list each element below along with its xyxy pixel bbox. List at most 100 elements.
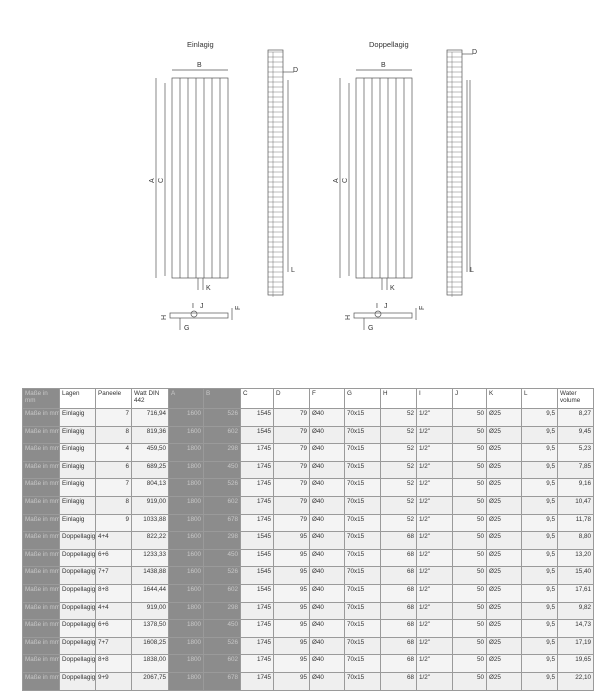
table-cell: 1745 bbox=[240, 478, 274, 497]
table-cell: 50 bbox=[452, 566, 487, 585]
table-cell: 70x15 bbox=[344, 654, 381, 673]
table-cell: Ø40 bbox=[309, 460, 345, 480]
table-cell: Ø25 bbox=[486, 566, 522, 585]
table-cell: 79 bbox=[273, 425, 310, 445]
table-cell: 9,16 bbox=[557, 478, 594, 497]
table-row: Maße in mm Einlagig 6 689,25 1800 450 1745 79 Ø4… bbox=[22, 460, 594, 480]
table-cell: Einlagig bbox=[59, 443, 96, 462]
table-cell: Doppellagig bbox=[59, 531, 96, 550]
table-row: Maße in mm Einlagig 8 819,36 1600 602 1545 79 Ø4… bbox=[22, 425, 594, 445]
table-cell: Ø40 bbox=[309, 566, 345, 585]
table-cell: Ø40 bbox=[309, 513, 345, 533]
table-cell: Ø40 bbox=[309, 531, 345, 550]
table-cell: 79 bbox=[273, 495, 310, 515]
table-cell: 1745 bbox=[240, 671, 274, 691]
radiator-outline bbox=[355, 77, 413, 279]
table-cell: 919,00 bbox=[131, 601, 169, 621]
table-cell: 1745 bbox=[240, 636, 274, 656]
table-cell: 1800 bbox=[168, 478, 204, 497]
table-row: Maße in mm Einlagig 9 1033,88 1800 678 1745 79 Ø… bbox=[22, 513, 594, 533]
table-cell: 6+6 bbox=[95, 548, 132, 568]
table-cell: 9,5 bbox=[521, 460, 558, 480]
table-cell: 70x15 bbox=[344, 619, 381, 638]
table-cell: 70x15 bbox=[344, 425, 381, 445]
table-cell: Maße in mm bbox=[22, 636, 60, 656]
table-cell: Ø40 bbox=[309, 619, 345, 638]
table-cell: 1/2" bbox=[416, 425, 453, 445]
table-cell: 8 bbox=[95, 495, 132, 515]
table-cell: 95 bbox=[273, 531, 310, 550]
table-cell: 9,5 bbox=[521, 513, 558, 533]
dimension-label-f: F bbox=[419, 306, 426, 310]
table-cell: 919,00 bbox=[131, 495, 169, 515]
table-cell: 70x15 bbox=[344, 636, 381, 656]
section-bar bbox=[353, 312, 413, 319]
dimension-label-k: K bbox=[206, 285, 211, 292]
table-cell: Ø25 bbox=[486, 531, 522, 550]
table-cell: Maße in mm bbox=[22, 513, 60, 533]
dimension-label-d: D bbox=[293, 67, 298, 74]
table-row: Maße in mm Einlagig 4 459,50 1800 298 1745 79 Ø4… bbox=[22, 443, 594, 462]
table-cell: Maße in mm bbox=[22, 583, 60, 603]
dimensions-table: Maße in mm Lagen Paneele Watt DIN 442 A B C D F G… bbox=[22, 388, 594, 691]
table-cell: 602 bbox=[203, 654, 241, 673]
table-cell: 79 bbox=[273, 513, 310, 533]
dimension-label-l: L bbox=[470, 267, 474, 274]
table-cell: Maße in mm bbox=[22, 460, 60, 480]
table-cell: 70x15 bbox=[344, 408, 381, 427]
table-cell: 22,10 bbox=[557, 671, 594, 691]
dimension-label-b: B bbox=[381, 62, 386, 69]
table-cell: 7,85 bbox=[557, 460, 594, 480]
table-cell: 1600 bbox=[168, 583, 204, 603]
table-row: Maße in mm Einlagig 7 716,94 1600 526 1545 79 Ø4… bbox=[22, 408, 594, 427]
table-cell: Ø40 bbox=[309, 583, 345, 603]
table-cell: 95 bbox=[273, 636, 310, 656]
table-cell: Ø40 bbox=[309, 671, 345, 691]
table-cell: 68 bbox=[380, 531, 417, 550]
table-cell: 70x15 bbox=[344, 495, 381, 515]
dimension-label-a: A bbox=[149, 178, 156, 183]
dimension-label-g: G bbox=[184, 325, 189, 332]
table-cell: 602 bbox=[203, 425, 241, 445]
table-cell: 52 bbox=[380, 408, 417, 427]
table-cell: Ø40 bbox=[309, 495, 345, 515]
table-cell: 11,78 bbox=[557, 513, 594, 533]
dimension-label-j: J bbox=[200, 303, 204, 310]
table-cell: Ø25 bbox=[486, 460, 522, 480]
table-cell: 95 bbox=[273, 654, 310, 673]
table-cell: Maße in mm bbox=[22, 619, 60, 638]
column-header: Paneele bbox=[95, 388, 132, 409]
table-cell: 70x15 bbox=[344, 443, 381, 462]
table-cell: 68 bbox=[380, 654, 417, 673]
table-cell: 804,13 bbox=[131, 478, 169, 497]
table-cell: 1/2" bbox=[416, 583, 453, 603]
table-cell: 9,5 bbox=[521, 671, 558, 691]
dimension-label-c: C bbox=[158, 178, 165, 183]
pipe-connection bbox=[190, 310, 198, 318]
table-cell: 68 bbox=[380, 636, 417, 656]
table-cell: 689,25 bbox=[131, 460, 169, 480]
table-row: Maße in mm Einlagig 8 919,00 1800 602 1745 79 Ø4… bbox=[22, 495, 594, 515]
table-cell: 450 bbox=[203, 548, 241, 568]
table-cell: 9,82 bbox=[557, 601, 594, 621]
table-cell: Einlagig bbox=[59, 495, 96, 515]
dimension-label-j: J bbox=[384, 303, 388, 310]
table-cell: 52 bbox=[380, 443, 417, 462]
table-cell: 1545 bbox=[240, 408, 274, 427]
table-cell: 1545 bbox=[240, 566, 274, 585]
table-cell: 298 bbox=[203, 531, 241, 550]
table-cell: Maße in mm bbox=[22, 531, 60, 550]
table-cell: 1644,44 bbox=[131, 583, 169, 603]
table-cell: Einlagig bbox=[59, 460, 96, 480]
table-cell: 1/2" bbox=[416, 619, 453, 638]
table-cell: 602 bbox=[203, 495, 241, 515]
table-cell: Ø25 bbox=[486, 443, 522, 462]
table-cell: Einlagig bbox=[59, 478, 96, 497]
table-cell: Ø40 bbox=[309, 425, 345, 445]
table-cell: 70x15 bbox=[344, 601, 381, 621]
table-cell: 68 bbox=[380, 671, 417, 691]
table-row: Maße in mm Doppellagig 9+9 2067,75 1800 678 17… bbox=[22, 671, 594, 691]
double-section-view: F H G I J bbox=[345, 303, 426, 332]
table-cell: 1/2" bbox=[416, 601, 453, 621]
